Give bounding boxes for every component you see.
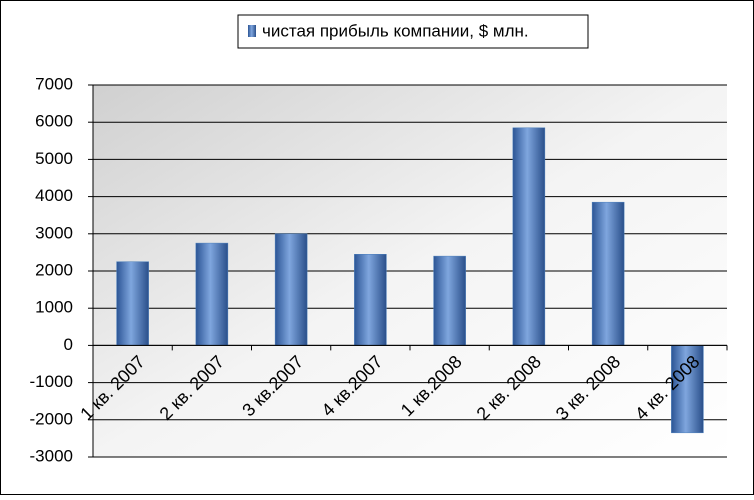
y-tick-label: -1000 [30, 372, 73, 391]
bar [671, 345, 704, 434]
bar [274, 233, 308, 346]
y-tick-label: 1000 [35, 298, 73, 317]
y-tick-label: 3000 [35, 223, 73, 242]
bar [512, 127, 546, 346]
y-tick-label: 0 [64, 335, 73, 354]
bar [116, 261, 149, 346]
y-tick-label: 6000 [35, 112, 73, 131]
legend-swatch [248, 25, 256, 37]
y-tick-label: -3000 [30, 446, 73, 465]
bar [591, 201, 625, 346]
legend-label: чистая прибыль компании, $ млн. [262, 21, 529, 40]
y-tick-label: 5000 [35, 149, 73, 168]
legend [237, 14, 589, 49]
y-tick-label: 7000 [35, 74, 73, 93]
bar [354, 254, 387, 346]
y-tick-label: -2000 [30, 409, 73, 428]
bar [195, 242, 229, 346]
y-tick-label: 4000 [35, 186, 73, 205]
y-tick-label: 2000 [35, 260, 73, 279]
bar [433, 255, 466, 346]
